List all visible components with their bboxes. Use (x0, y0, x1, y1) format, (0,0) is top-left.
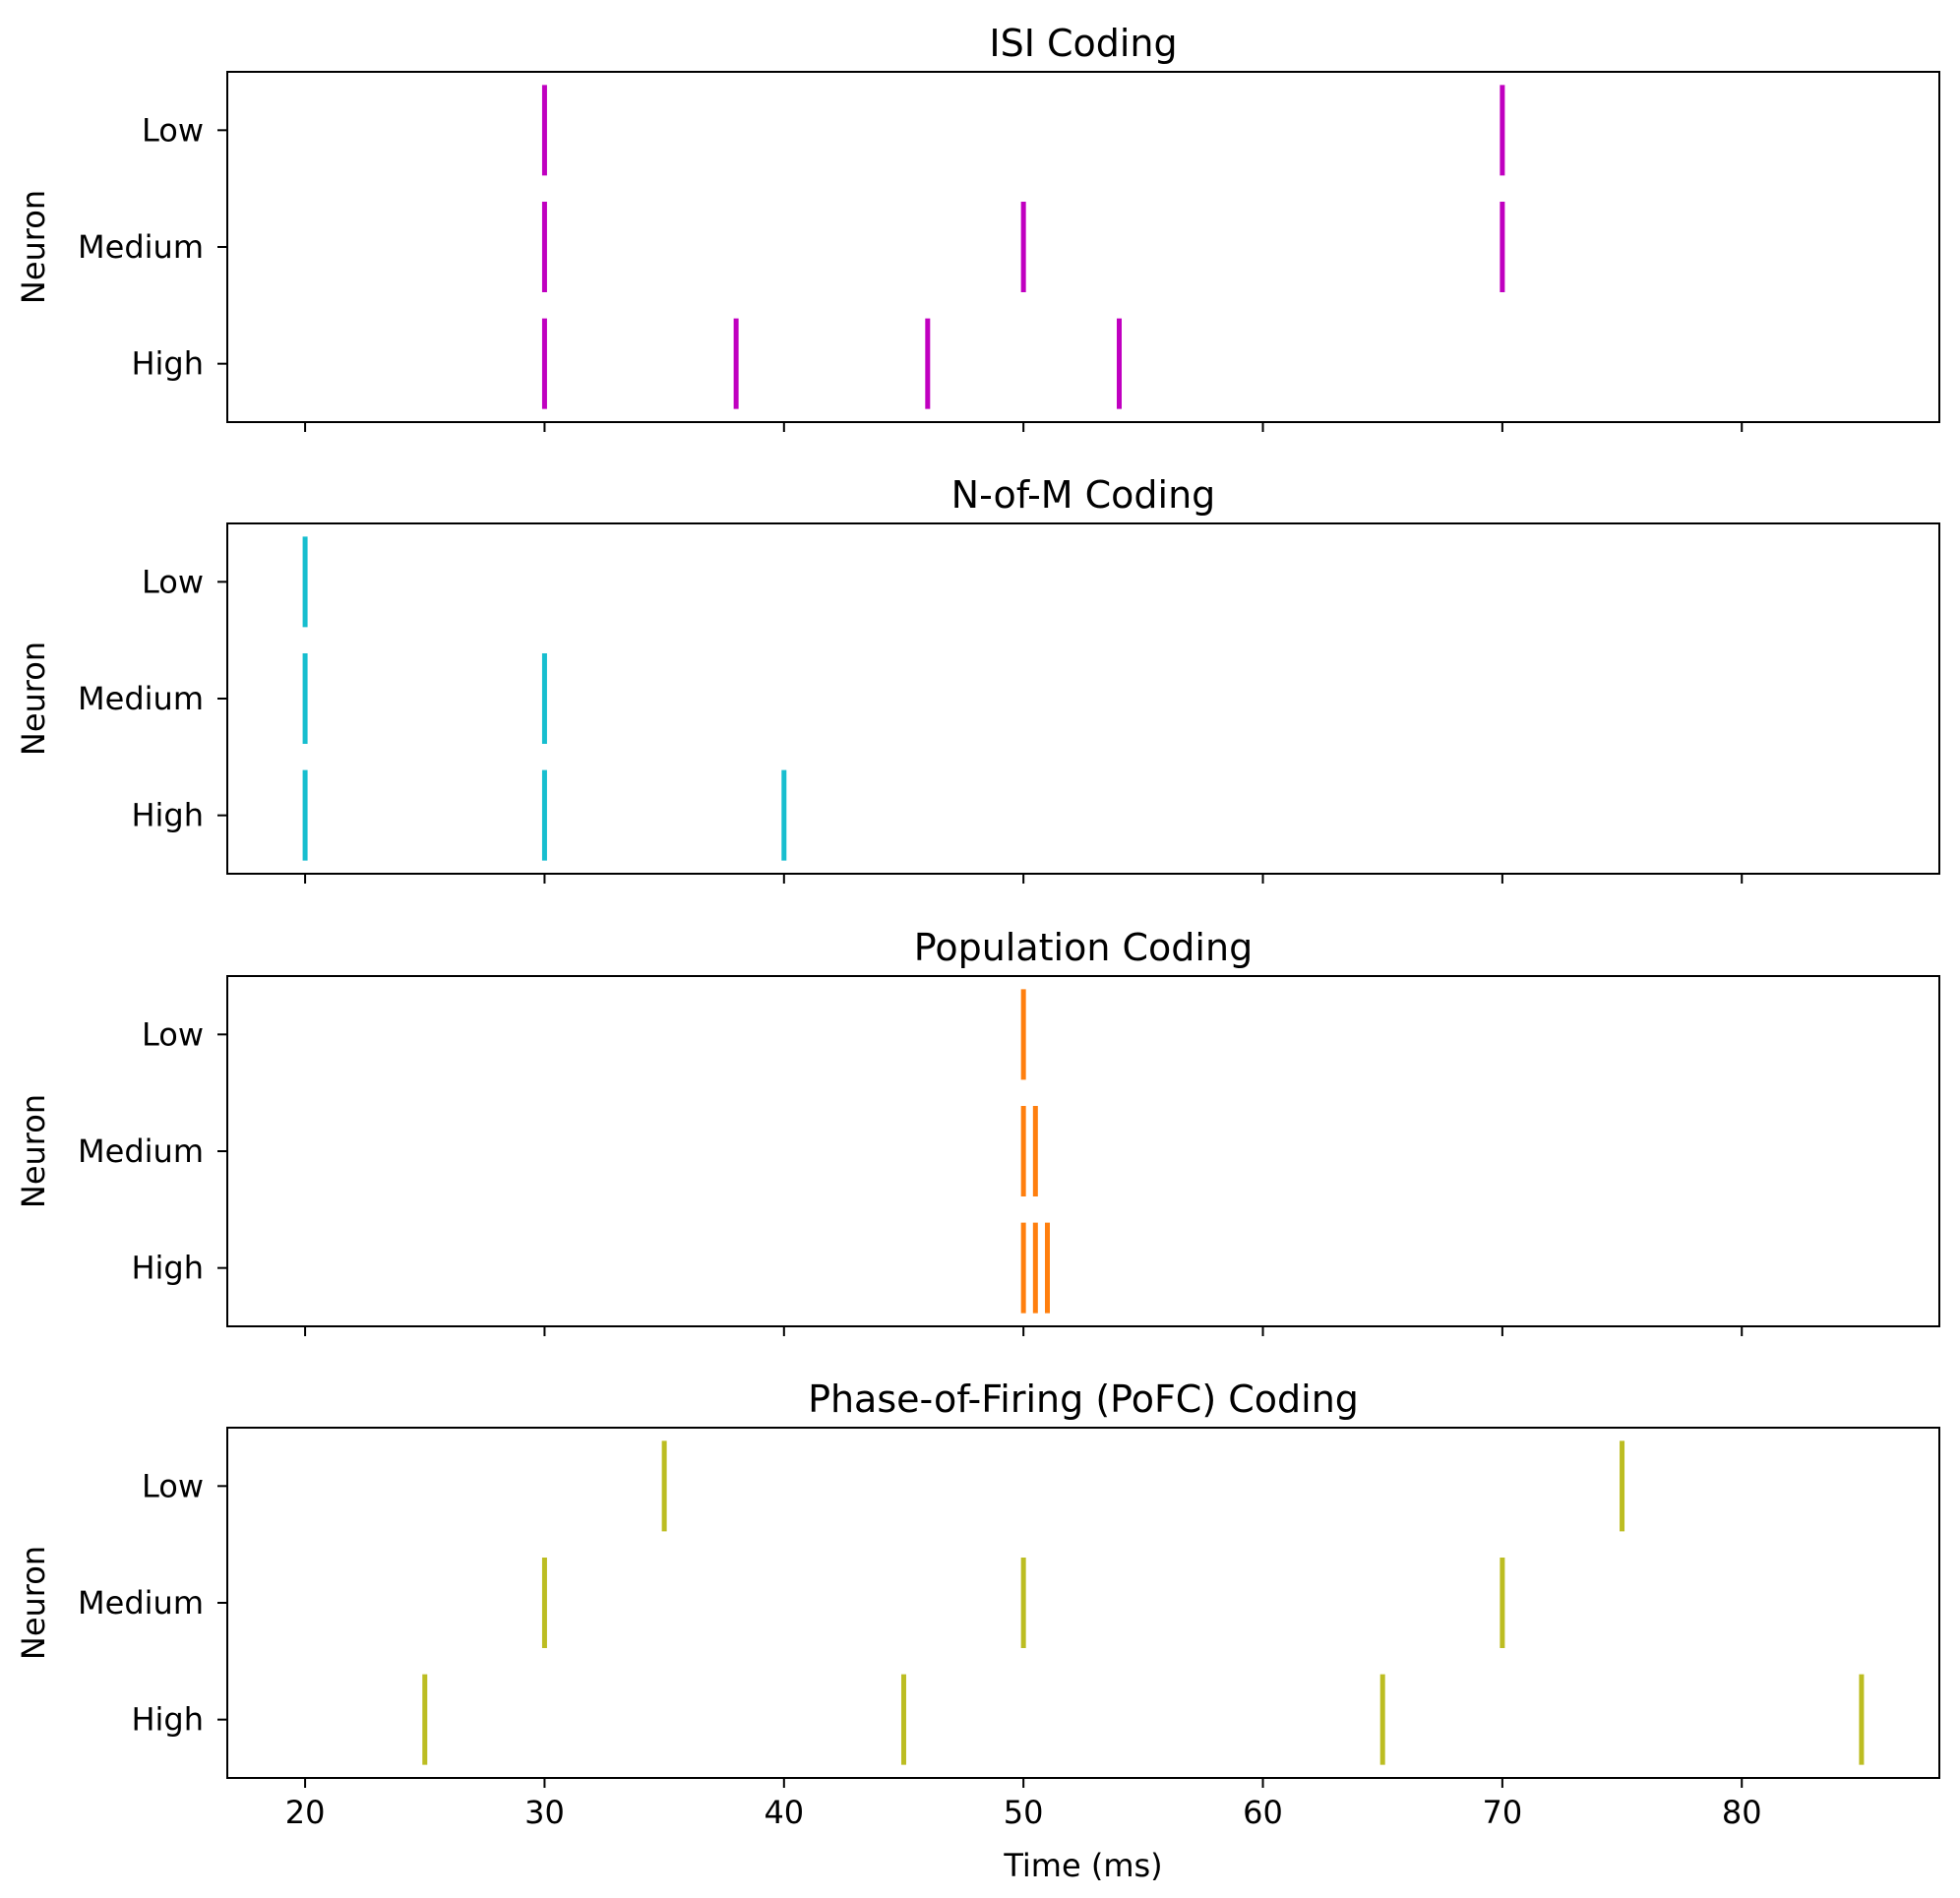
panel-title: ISI Coding (989, 22, 1177, 65)
panel-title: Population Coding (914, 926, 1253, 969)
y-tick-label: Low (142, 111, 204, 149)
panel-title: N-of-M Coding (951, 473, 1216, 517)
y-axis-label: Neuron (15, 190, 52, 304)
y-tick-label: High (131, 797, 204, 834)
y-tick-label: Medium (78, 1133, 204, 1170)
panel-title: Phase-of-Firing (PoFC) Coding (808, 1378, 1359, 1421)
x-tick-label: 30 (524, 1794, 565, 1831)
y-tick-label: Low (142, 1467, 204, 1504)
y-tick-label: Low (142, 1015, 204, 1053)
y-axis-label: Neuron (15, 642, 52, 756)
plot-frame (226, 1427, 1940, 1779)
x-tick-label: 40 (764, 1794, 804, 1831)
x-axis-label: Time (ms) (1003, 1847, 1162, 1884)
y-axis-label: Neuron (15, 1094, 52, 1208)
y-axis-label: Neuron (15, 1546, 52, 1660)
y-tick-label: Medium (78, 228, 204, 266)
x-tick-label: 80 (1722, 1794, 1762, 1831)
y-tick-label: High (131, 345, 204, 383)
y-tick-label: High (131, 1701, 204, 1739)
y-tick-label: Medium (78, 680, 204, 717)
plot-frame (226, 975, 1940, 1327)
y-tick-label: High (131, 1250, 204, 1287)
y-tick-label: Medium (78, 1584, 204, 1622)
x-tick-label: 20 (285, 1794, 326, 1831)
raster-panel: Phase-of-Firing (PoFC) Coding Neuron Low Me… (15, 1378, 1940, 1831)
plot-frame (226, 522, 1940, 875)
x-tick-label: 60 (1243, 1794, 1283, 1831)
y-tick-label: Low (142, 563, 204, 600)
raster-panel: N-of-M Coding Neuron Low Medium High (15, 473, 1940, 884)
x-tick-label: 50 (1004, 1794, 1044, 1831)
x-tick-label: 70 (1483, 1794, 1523, 1831)
raster-panel: Population Coding Neuron Low Medium High (15, 926, 1940, 1336)
raster-panel: ISI Coding Neuron Low Medium High (15, 22, 1940, 432)
plot-frame (226, 71, 1940, 423)
